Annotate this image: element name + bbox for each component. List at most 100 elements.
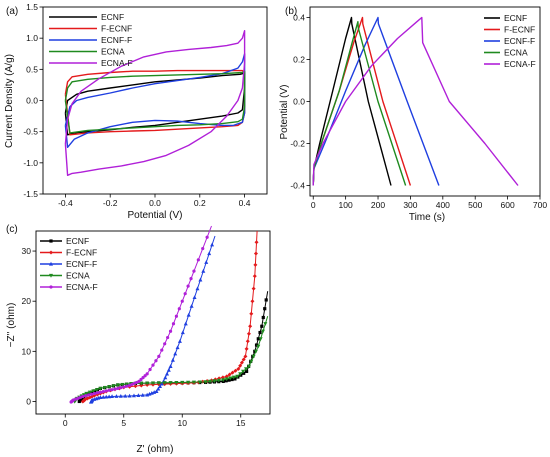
panel-c-point-ecnf-f xyxy=(131,393,136,398)
panel-c-legend-label-ecna: ECNA xyxy=(66,271,90,281)
panel-b-gcd: (b) Potential (V) Time (s) 0 100 200 300 400… xyxy=(279,6,547,223)
panel-c-point-f-ecnf xyxy=(246,331,251,336)
panel-c-point-f-ecnf xyxy=(248,324,253,329)
panel-c-point-ecna-f xyxy=(166,335,170,340)
panel-c-point-ecna xyxy=(251,354,256,359)
panel-c-point-ecna xyxy=(102,385,107,390)
panel-b-series-ecnf-f xyxy=(312,16,440,186)
panel-c-point-ecna xyxy=(98,386,103,391)
panel-c-legend-marker-ecna-f xyxy=(49,285,53,289)
panel-c-point-ecnf-f xyxy=(127,393,132,398)
panel-c-ytick-label: 0 xyxy=(26,396,31,406)
panel-c-point-ecna-f xyxy=(177,307,181,311)
panel-c-ytick-label: 20 xyxy=(22,296,32,306)
panel-c-point-ecnf-f xyxy=(114,394,119,398)
panel-c-point-ecnf-f xyxy=(207,251,212,256)
panel-c-point-ecna-f xyxy=(101,389,105,394)
panel-a-ytick-label: -0.5 xyxy=(23,127,38,137)
panel-c-point-ecnf-f xyxy=(189,304,194,308)
panel-c-point-ecna xyxy=(216,378,221,383)
panel-c-point-f-ecnf xyxy=(238,363,243,368)
panel-b-ytick-label: -0.4 xyxy=(290,181,305,191)
panel-c-point-ecnf xyxy=(242,371,246,375)
panel-c-point-ecna xyxy=(87,390,92,395)
panel-c-point-ecna-f xyxy=(141,376,145,380)
panel-b-ylabel: Potential (V) xyxy=(279,84,290,139)
panel-c-point-ecna-f xyxy=(139,377,143,382)
panel-c-point-f-ecnf xyxy=(230,370,235,375)
panel-c-point-ecnf xyxy=(230,377,234,382)
panel-c-point-f-ecnf xyxy=(236,366,241,371)
panel-c-point-ecnf-f xyxy=(140,392,145,397)
panel-c-point-f-ecnf xyxy=(133,384,138,389)
panel-c-point-ecnf-f xyxy=(183,321,188,326)
panel-a-label: (a) xyxy=(6,6,18,17)
panel-c-point-ecna xyxy=(107,385,112,389)
panel-c-point-ecna-f xyxy=(201,246,205,251)
panel-c-point-ecnf xyxy=(260,324,264,328)
panel-c-point-ecnf-f xyxy=(101,395,106,399)
panel-c-point-ecna-f xyxy=(89,392,94,396)
panel-c-point-ecnf-f xyxy=(110,394,115,399)
panel-b-legend-label-ecna-f: ECNA-F xyxy=(504,59,536,69)
panel-c-point-ecna xyxy=(124,382,129,387)
panel-c-series-ecnf xyxy=(78,291,269,402)
panel-c-point-ecna xyxy=(258,337,263,341)
panel-c-point-ecna-f xyxy=(87,393,91,397)
panel-c-point-ecna xyxy=(228,376,233,381)
panel-c-point-f-ecnf xyxy=(252,274,257,279)
panel-c-point-ecna xyxy=(249,359,254,364)
panel-c-point-ecna-f xyxy=(160,348,164,352)
panel-c-ylabel: −Z'' (ohm) xyxy=(6,303,17,348)
panel-b-xtick-label: 0 xyxy=(311,200,316,210)
panel-c-point-ecna xyxy=(151,381,155,386)
panel-c-legend-marker-ecnf xyxy=(49,239,53,243)
panel-c-point-ecna xyxy=(253,349,258,354)
panel-c-point-ecna xyxy=(235,374,240,379)
panel-b-xtick-label: 700 xyxy=(533,200,547,210)
panel-b-ytick-label: 0.4 xyxy=(293,13,305,23)
panel-c-point-f-ecnf xyxy=(254,240,259,245)
panel-b-legend-label-ecna: ECNA xyxy=(504,48,528,58)
panel-c-point-ecnf xyxy=(256,337,260,341)
panel-c-point-ecnf-f xyxy=(177,339,182,343)
panel-b-xtick-label: 400 xyxy=(436,200,450,210)
panel-c-xtick-label: 15 xyxy=(236,418,246,428)
panel-b-xtick-label: 100 xyxy=(339,200,353,210)
panel-a-ytick-label: -1.0 xyxy=(23,158,38,168)
panel-c-legend-marker-ecnf-f xyxy=(49,261,53,266)
panel-a-ytick-label: 0.0 xyxy=(26,96,38,106)
panel-c-point-f-ecnf xyxy=(241,357,246,362)
panel-c-point-ecnf-f xyxy=(163,375,168,380)
panel-c-point-ecnf-f xyxy=(186,312,191,317)
panel-a-series-ecna-f xyxy=(64,30,246,177)
panel-c-point-f-ecnf xyxy=(253,262,258,267)
panel-c-point-ecnf xyxy=(258,330,262,335)
panel-c-point-ecnf-f xyxy=(192,295,197,300)
panel-c-point-ecnf xyxy=(227,378,231,382)
panel-b-xtick-label: 500 xyxy=(468,200,482,210)
panel-b-ytick-label: 0.2 xyxy=(293,55,305,65)
panel-c-point-ecna-f xyxy=(143,374,147,378)
panel-c-point-ecna xyxy=(224,377,229,382)
panel-c-eis: (c) −Z'' (ohm) Z' (ohm) 0 5 10 15 0 10 20 30 ECN… xyxy=(6,224,271,455)
panel-c-point-ecna xyxy=(260,329,265,334)
panel-c-point-f-ecnf xyxy=(139,383,144,388)
panel-c-point-ecna-f xyxy=(148,367,152,372)
panel-c-legend-label-ecna-f: ECNA-F xyxy=(66,282,98,292)
panel-c-point-ecna xyxy=(186,380,191,385)
panel-c-point-ecna xyxy=(191,380,196,385)
panel-c-point-ecna xyxy=(180,380,185,385)
panel-c-series-f-ecnf xyxy=(82,230,258,402)
panel-c-ytick-label: 30 xyxy=(22,246,32,256)
panel-c-point-ecna-f xyxy=(84,394,88,398)
panel-b-ytick-label: 0.0 xyxy=(293,97,305,107)
panel-c-point-ecna xyxy=(162,381,167,385)
panel-c-legend-label-f-ecnf: F-ECNF xyxy=(66,248,97,258)
panel-a-legend-label-ecnf-f: ECNF-F xyxy=(101,35,132,45)
panel-c-point-ecnf-f xyxy=(210,242,215,247)
panel-b-xtick-label: 200 xyxy=(371,200,385,210)
panel-c-point-ecnf-f xyxy=(166,367,171,372)
panel-c-point-f-ecnf xyxy=(245,339,250,344)
panel-b-ytick-label: -0.2 xyxy=(290,139,305,149)
